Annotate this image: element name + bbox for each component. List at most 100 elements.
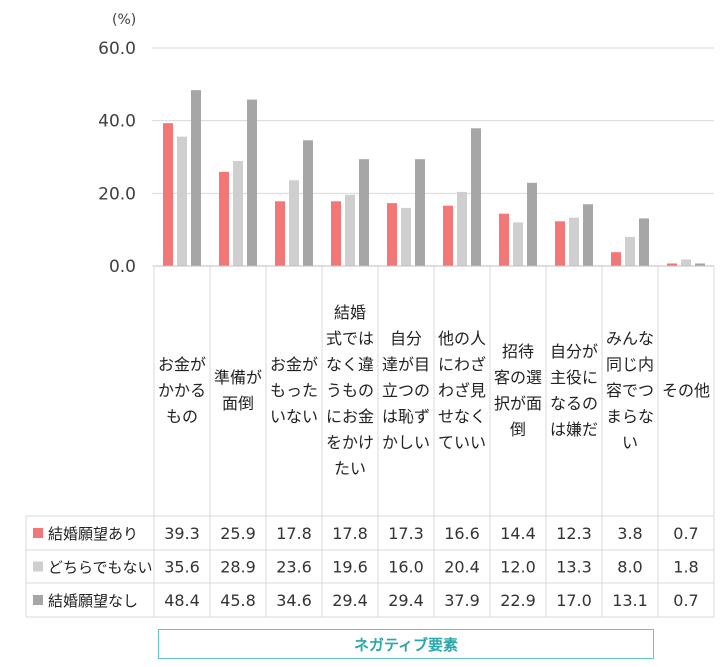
- category-label: もの: [166, 407, 198, 426]
- category-label: 準備が: [214, 368, 262, 387]
- bar: [639, 218, 649, 266]
- data-label: 3.8: [617, 524, 642, 543]
- data-label: 23.6: [276, 558, 312, 577]
- data-label: 37.9: [444, 591, 480, 610]
- category-label: なるの: [550, 394, 598, 413]
- bar: [527, 182, 537, 266]
- bar: [247, 99, 257, 267]
- data-label: 20.4: [444, 558, 480, 577]
- category-label: その他: [662, 381, 710, 400]
- bar: [331, 201, 341, 266]
- category-label: まらな: [606, 407, 654, 426]
- data-label: 13.1: [612, 591, 648, 610]
- data-label: 8.0: [617, 558, 642, 577]
- legend-swatch: [33, 561, 43, 572]
- bar: [191, 90, 201, 266]
- y-tick-label: 20.0: [98, 184, 136, 204]
- data-label: 25.9: [220, 524, 256, 543]
- data-label: 48.4: [164, 591, 200, 610]
- bar: [233, 160, 243, 266]
- bar: [681, 259, 691, 266]
- category-label: お金が: [270, 355, 318, 374]
- category-label: お金が: [158, 355, 206, 374]
- data-label: 29.4: [388, 591, 424, 610]
- data-label: 1.8: [673, 558, 698, 577]
- legend-label: どちらでもない: [48, 559, 153, 577]
- category-label: 客の選: [494, 368, 542, 387]
- data-label: 16.0: [388, 558, 424, 577]
- category-label: なく違: [326, 355, 374, 374]
- y-tick-label: 60.0: [98, 39, 136, 59]
- category-label: 式では: [326, 329, 374, 348]
- category-label: 同じ内: [606, 355, 654, 374]
- bar: [275, 201, 285, 266]
- category-label: 自分が: [550, 342, 598, 361]
- category-label: 達が目: [382, 355, 430, 374]
- category-label: みんな: [606, 329, 654, 348]
- bar: [569, 217, 579, 266]
- bar: [457, 191, 467, 266]
- legend-swatch: [33, 595, 43, 605]
- bar: [177, 136, 187, 266]
- category-label: 自分: [390, 329, 422, 348]
- bar: [667, 263, 677, 266]
- category-label: 択が面: [494, 394, 542, 413]
- category-label: 主役に: [550, 368, 598, 387]
- bar: [499, 213, 509, 266]
- data-label: 34.6: [276, 591, 312, 610]
- data-label: 29.4: [332, 591, 368, 610]
- bar: [471, 128, 481, 266]
- bar: [401, 207, 411, 266]
- category-label: いない: [270, 407, 318, 426]
- bar: [387, 203, 397, 266]
- bar: [611, 252, 621, 266]
- legend-label: 結婚願望なし: [48, 592, 138, 610]
- bar: [583, 204, 593, 266]
- data-label: 13.3: [556, 558, 592, 577]
- category-label: うもの: [326, 381, 374, 400]
- category-label: 他の人: [438, 329, 486, 348]
- category-label: 面倒: [222, 394, 254, 413]
- category-label: 結婚: [334, 303, 366, 322]
- bar: [513, 222, 523, 266]
- data-label: 12.0: [500, 558, 536, 577]
- data-label: 28.9: [220, 558, 256, 577]
- bar: [303, 140, 313, 266]
- data-label: 39.3: [164, 524, 200, 543]
- category-label: い: [622, 433, 638, 452]
- category-label: にお金: [326, 407, 374, 426]
- bar: [163, 123, 173, 267]
- y-tick-label: 40.0: [98, 112, 136, 132]
- data-label: 17.3: [388, 524, 424, 543]
- y-tick-label: 0.0: [109, 257, 136, 277]
- category-label: 倒: [510, 420, 526, 439]
- bars: [163, 90, 705, 267]
- data-label: 0.7: [673, 591, 698, 610]
- bar: [625, 236, 635, 266]
- category-label: もった: [270, 381, 318, 400]
- bar: [443, 205, 453, 266]
- legend-swatch: [33, 528, 43, 538]
- bar: [219, 171, 229, 266]
- bar: [555, 221, 565, 266]
- category-label: にわざ: [438, 355, 486, 374]
- category-label: ていい: [438, 433, 486, 452]
- bar: [695, 263, 705, 266]
- data-label: 17.8: [332, 524, 368, 543]
- category-label: 立つの: [382, 381, 430, 400]
- data-label: 35.6: [164, 558, 200, 577]
- data-label: 0.7: [673, 524, 698, 543]
- bar: [345, 194, 355, 266]
- category-label: せなく: [438, 407, 486, 426]
- y-axis: 0.0 20.0 40.0 60.0: [98, 39, 136, 277]
- category-label: わざ見: [438, 381, 486, 400]
- bar: [359, 159, 369, 266]
- data-label: 45.8: [220, 591, 256, 610]
- bar: [289, 180, 299, 266]
- data-label: 17.0: [556, 591, 592, 610]
- unit-label: (%): [112, 12, 136, 28]
- data-label: 12.3: [556, 524, 592, 543]
- legend-label: 結婚願望あり: [48, 525, 138, 543]
